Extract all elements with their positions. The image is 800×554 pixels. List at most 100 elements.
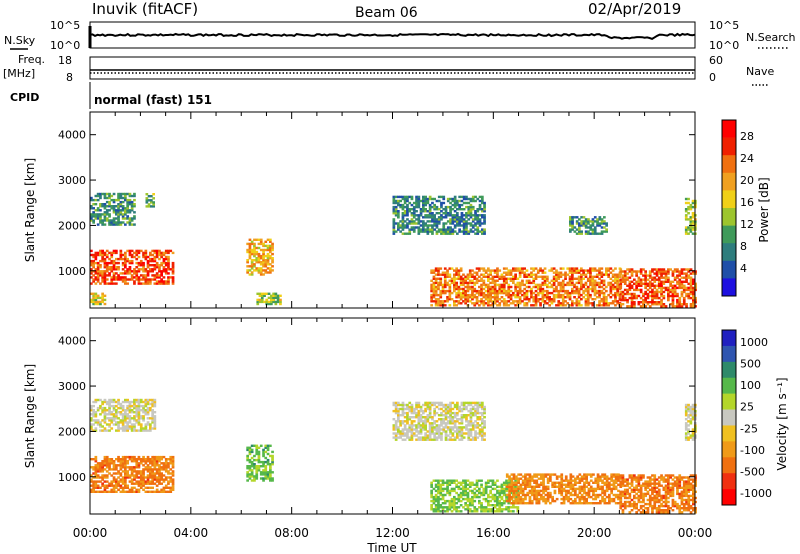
heatmap-cell: [539, 275, 542, 278]
heatmap-cell: [119, 255, 123, 259]
heatmap-cell: [441, 495, 445, 499]
heatmap-cell: [523, 275, 526, 278]
heatmap-cell: [90, 196, 93, 200]
heatmap-cell: [466, 275, 470, 278]
heatmap-cell: [626, 272, 629, 275]
heatmap-cell: [139, 261, 143, 265]
heatmap-cell: [246, 250, 249, 254]
heatmap-cell: [128, 419, 132, 422]
heatmap-cell: [489, 304, 492, 307]
heatmap-cell: [518, 296, 522, 299]
heatmap-cell: [662, 272, 666, 275]
heatmap-cell: [474, 212, 477, 215]
heatmap-cell: [541, 281, 545, 285]
heatmap-cell: [487, 302, 490, 305]
heatmap-cell: [117, 276, 120, 279]
heatmap-cell: [149, 468, 152, 471]
heatmap-cell: [117, 274, 120, 277]
heatmap-cell: [171, 266, 175, 269]
heatmap-cell: [546, 283, 549, 287]
heatmap-cell: [394, 201, 398, 205]
heatmap-cell: [135, 253, 139, 257]
heatmap-cell: [151, 404, 154, 408]
heatmap-cell: [397, 420, 400, 423]
heatmap-cell: [584, 293, 588, 297]
heatmap-cell: [110, 398, 114, 402]
heatmap-cell: [92, 221, 95, 224]
heatmap-cell: [637, 288, 641, 292]
heatmap-cell: [682, 301, 686, 304]
heatmap-cell: [130, 455, 134, 459]
heatmap-cell: [614, 304, 617, 307]
heatmap-cell: [517, 485, 520, 488]
heatmap-cell: [108, 423, 111, 426]
heatmap-cell: [164, 484, 168, 487]
heatmap-cell: [660, 301, 663, 304]
heatmap-cell: [401, 220, 405, 223]
heatmap-cell: [444, 212, 448, 215]
heatmap-cell: [667, 286, 670, 290]
heatmap-cell: [437, 426, 441, 429]
heatmap-cell: [651, 282, 654, 285]
heatmap-cell: [573, 291, 576, 295]
heatmap-cell: [160, 458, 163, 461]
heatmap-cell: [637, 280, 641, 283]
heatmap-cell: [460, 203, 464, 207]
heatmap-cell: [153, 464, 157, 467]
heatmap-cell: [437, 273, 440, 276]
heatmap-cell: [417, 197, 421, 201]
heatmap-cell: [103, 203, 107, 206]
heatmap-cell: [119, 209, 123, 212]
heatmap-cell: [676, 305, 679, 308]
heatmap-cell: [533, 489, 536, 493]
heatmap-cell: [451, 218, 455, 221]
heatmap-cell: [96, 209, 100, 212]
heatmap-cell: [464, 491, 467, 495]
heatmap-cell: [552, 300, 556, 303]
heatmap-cell: [103, 417, 107, 420]
heatmap-cell: [587, 232, 590, 235]
heatmap-cell: [119, 411, 123, 414]
heatmap-cell: [456, 405, 459, 409]
heatmap-cell: [246, 467, 249, 470]
heatmap-cell: [518, 298, 522, 301]
heatmap-cell: [442, 420, 446, 423]
heatmap-cell: [99, 425, 102, 428]
heatmap-cell: [94, 278, 98, 281]
heatmap-cell: [587, 218, 590, 221]
heatmap-cell: [441, 287, 445, 291]
heatmap-cell: [694, 305, 697, 308]
heatmap-cell: [584, 273, 588, 276]
heatmap-cell: [541, 289, 545, 293]
heatmap-cell: [471, 275, 474, 278]
heatmap-cell: [430, 271, 433, 274]
heatmap-cell: [453, 489, 456, 493]
heatmap-cell: [169, 472, 173, 475]
heatmap-cell: [475, 481, 479, 484]
heatmap-cell: [149, 490, 152, 493]
heatmap-cell: [467, 438, 471, 441]
heatmap-cell: [466, 283, 470, 287]
heatmap-cell: [257, 242, 261, 246]
heatmap-cell: [426, 226, 430, 229]
heatmap-cell: [135, 488, 139, 491]
heatmap-cell: [144, 255, 148, 259]
heatmap-cell: [128, 476, 132, 479]
heatmap-cell: [578, 222, 581, 225]
heatmap-cell: [101, 294, 104, 297]
heatmap-cell: [591, 220, 595, 223]
heatmap-cell: [401, 218, 405, 221]
heatmap-cell: [483, 205, 486, 209]
heatmap-cell: [584, 220, 588, 223]
freq-panel-frame: [89, 56, 696, 80]
heatmap-cell: [101, 400, 104, 404]
heatmap-cell: [142, 480, 145, 483]
heatmap-cell: [582, 222, 586, 225]
heatmap-cell: [455, 502, 458, 505]
heatmap-cell: [469, 432, 473, 435]
heatmap-cell: [637, 278, 641, 281]
heatmap-cell: [644, 286, 647, 290]
heatmap-cell: [269, 257, 272, 260]
heatmap-cell: [465, 197, 468, 201]
heatmap-cell: [130, 474, 134, 477]
